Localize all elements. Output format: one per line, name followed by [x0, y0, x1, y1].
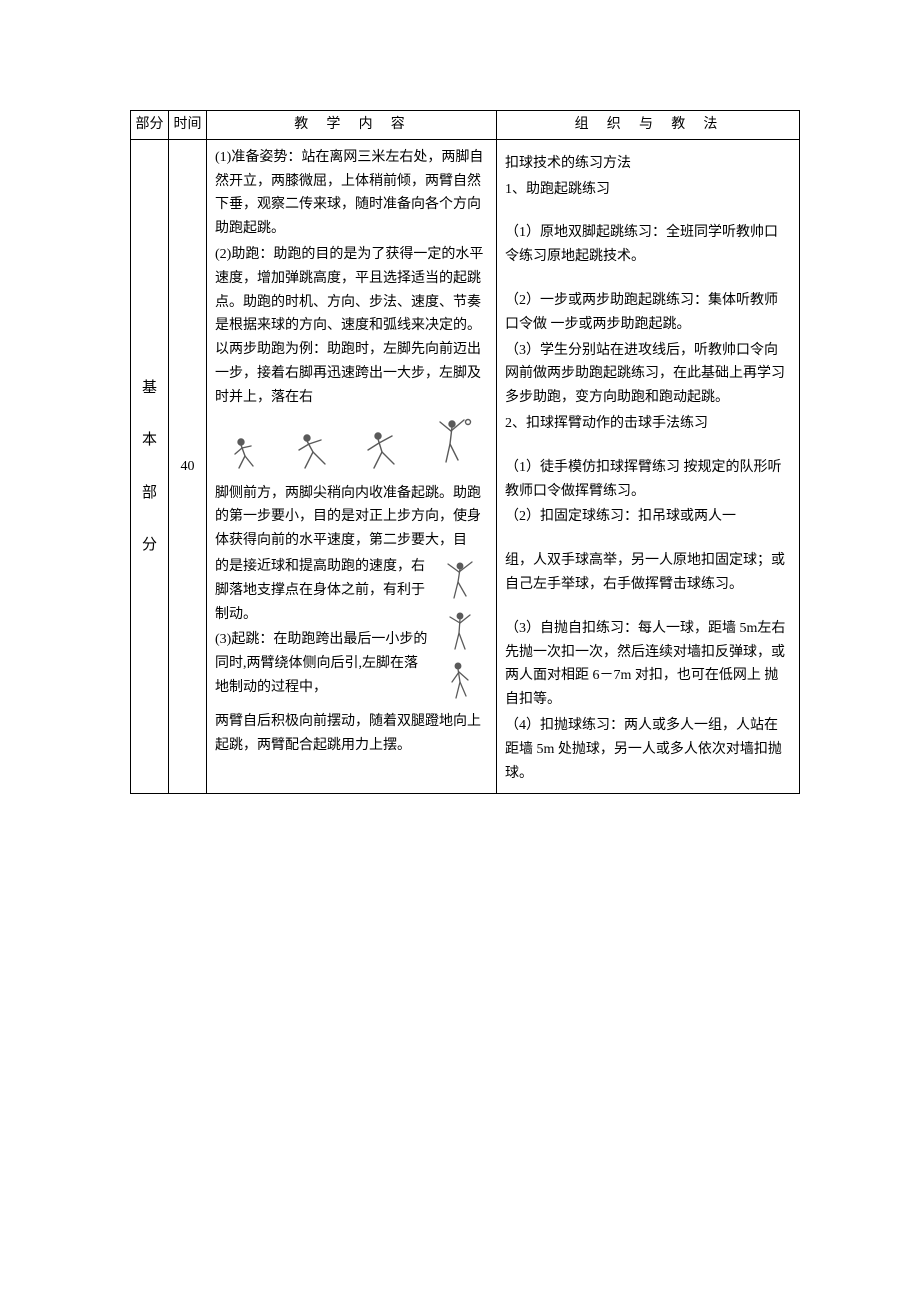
header-time: 时间 [169, 111, 207, 140]
jump-sequence-figure-column [430, 555, 488, 710]
time-value-cell: 40 [169, 139, 207, 794]
method-1-heading: 1、助跑起跳练习 [505, 178, 791, 202]
jump-seq-1-icon [438, 560, 480, 606]
content-p5: 两臂自后积极向前摆动，随着双腿蹬地向上起跳，两臂配合起跳用力上摆。 [215, 710, 488, 758]
method-2-4: （4）扣抛球练习：两人或多人一组，人站在距墙 5m 处抛球，另一人或多人依次对墙… [505, 714, 791, 785]
method-2-heading: 2、扣球挥臂动作的击球手法练习 [505, 412, 791, 436]
method-1-3: （3）学生分别站在进攻线后，听教帅口令向网前做两步助跑起跳练习，在此基础上再学习… [505, 339, 791, 410]
run-figure-3-icon [358, 428, 406, 476]
content-p4a: 的是接近球和提高助跑的速度，右脚落地支撑点在身体之前，有利于制动。 [215, 555, 430, 626]
content-p3: 脚侧前方，两脚尖稍向内收准备起跳。助跑的第一步要小，目的是对正上步方向，使身体获… [215, 482, 488, 553]
approach-jump-figure-row [215, 412, 488, 482]
content-p1: (1)准备姿势：站在离网三米左右处，两脚自然开立，两膝微屈，上体稍前倾，两臂自然… [215, 146, 488, 241]
run-figure-1-icon [227, 432, 271, 476]
content-p2: (2)助跑：助跑的目的是为了获得一定的水平速度，增加弹跳高度，平且选择适当的起跳… [215, 243, 488, 410]
teaching-content-cell: (1)准备姿势：站在离网三米左右处，两脚自然开立，两膝微屈，上体稍前倾，两臂自然… [207, 139, 497, 794]
method-1-2: （2）一步或两步助跑起跳练习：集体听教师口令做 一步或两步助跑起跳。 [505, 289, 791, 337]
method-2-2b: 组，人双手球高举，另一人原地扣固定球；或自己左手举球，右手做挥臂击球练习。 [505, 549, 791, 597]
header-method: 组织与教法 [497, 111, 800, 140]
run-figure-2-icon [291, 430, 339, 476]
method-2-1: （1）徒手模仿扣球挥臂练习 按规定的队形听教师口令做挥臂练习。 [505, 456, 791, 504]
content-p4b: (3)起跳：在助跑跨出最后一小步的同时,两臂绕体侧向后引,左脚在落地制动的过程中… [215, 628, 430, 699]
jump-seq-2-icon [438, 609, 480, 655]
method-2-2a: （2）扣固定球练习：扣吊球或两人一 [505, 505, 791, 529]
header-content: 教学内容 [207, 111, 497, 140]
section-label-cell: 基 本 部 分 [131, 139, 169, 794]
header-section: 部分 [131, 111, 169, 140]
table-header-row: 部分 时间 教学内容 组织与教法 [131, 111, 800, 140]
jump-figure-icon [426, 418, 476, 476]
jump-seq-3-icon [438, 658, 480, 704]
table-body-row: 基 本 部 分 40 (1)准备姿势：站在离网三米左右处，两脚自然开立，两膝微屈… [131, 139, 800, 794]
method-2-3: （3）自抛自扣练习：每人一球，距墙 5m左右先抛一次扣一次，然后连续对墙扣反弹球… [505, 617, 791, 712]
lesson-plan-table: 部分 时间 教学内容 组织与教法 基 本 部 分 40 (1)准备姿势：站在离网… [130, 110, 800, 794]
method-1-1: （1）原地双脚起跳练习：全班同学听教帅口令练习原地起跳技术。 [505, 221, 791, 269]
method-title: 扣球技术的练习方法 [505, 152, 791, 176]
organization-method-cell: 扣球技术的练习方法 1、助跑起跳练习 （1）原地双脚起跳练习：全班同学听教帅口令… [497, 139, 800, 794]
